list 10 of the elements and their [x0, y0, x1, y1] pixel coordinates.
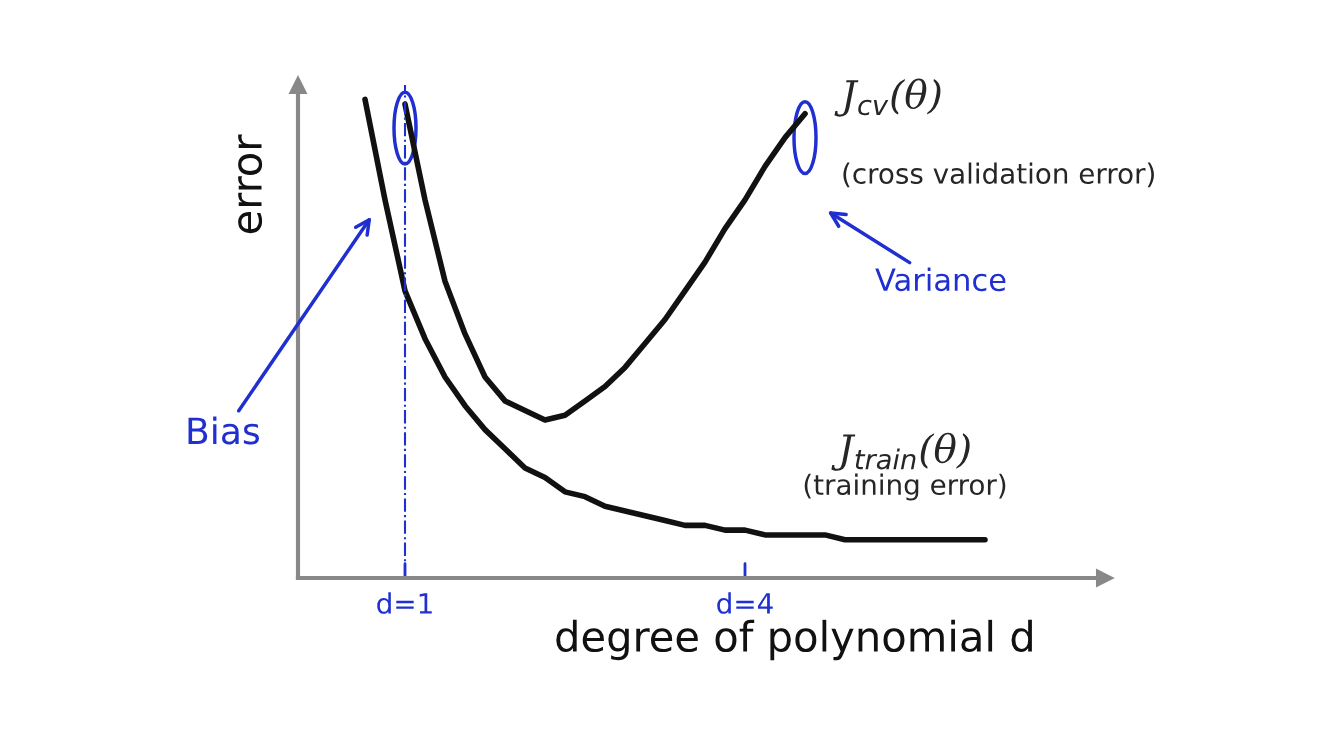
x-axis-title: degree of polynomial d	[556, 619, 1032, 661]
annotation: Variance	[875, 267, 1006, 292]
annotation: (training error)	[804, 473, 1006, 501]
annotation: (cross validation error)	[843, 162, 1154, 188]
series-label: J$_{cv}$(θ)	[834, 78, 941, 117]
series-label: J$_{train}$(θ)	[831, 432, 970, 471]
text: d=1	[377, 592, 432, 614]
y-axis-title: error	[238, 134, 263, 234]
text: d=4	[717, 592, 773, 614]
text: Bias	[188, 416, 259, 445]
